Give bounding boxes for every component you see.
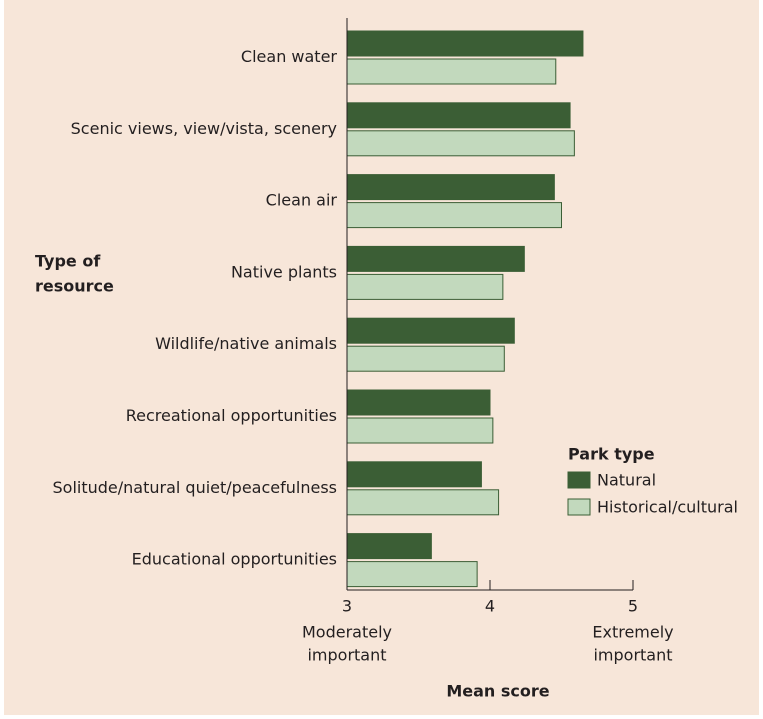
bar [346,245,525,272]
legend-title: Park type [568,445,655,464]
x-annotation: Extremely [592,623,673,642]
x-tick-label: 5 [628,597,638,616]
x-tick-label: 4 [485,597,495,616]
bar [346,561,478,588]
legend-label: Historical/cultural [597,498,738,517]
y-tick-label: Clean air [266,191,338,210]
y-tick-label: Clean water [241,47,338,66]
x-annotation: Moderately [302,623,392,642]
y-axis-label: Type of [35,252,101,271]
y-tick-label: Solitude/natural quiet/peacefulness [53,478,337,497]
legend-swatch [567,471,591,489]
bar [346,130,575,157]
bar [346,202,562,229]
x-annotation: important [307,646,386,665]
bar [346,533,432,560]
x-tick-label: 3 [342,597,352,616]
y-tick-label: Wildlife/native animals [155,334,337,353]
legend-label: Natural [597,471,656,490]
y-tick-label: Native plants [231,262,337,281]
legend-swatch [567,498,591,516]
y-tick-label: Educational opportunities [132,550,337,569]
bar [346,273,504,300]
y-tick-label: Recreational opportunities [126,406,337,425]
bar [346,174,555,201]
bar [346,417,494,444]
bar [346,317,515,344]
bar [346,102,571,129]
x-axis-label: Mean score [446,682,549,701]
y-axis-label: resource [35,277,114,296]
x-annotation: important [593,646,672,665]
bar [346,389,491,416]
bar [346,58,557,85]
bar [346,489,500,516]
bar [346,345,505,372]
bar [346,461,482,488]
bar [346,30,584,57]
y-tick-label: Scenic views, view/vista, scenery [71,119,337,138]
